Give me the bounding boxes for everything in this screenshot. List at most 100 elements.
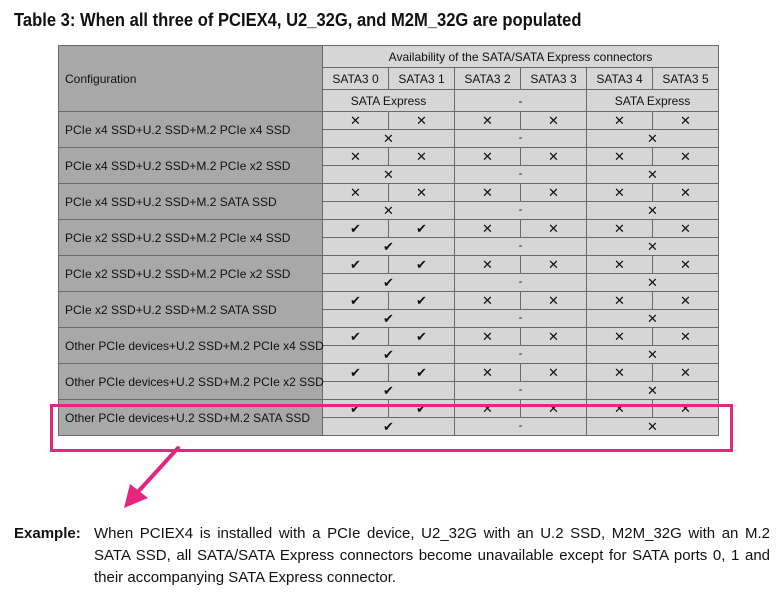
configuration-cell: PCIe x2 SSD+U.2 SSD+M.2 PCIe x2 SSD xyxy=(58,255,323,292)
express-availability-cell: ✕ xyxy=(322,129,455,148)
port-availability-cell: ✕ xyxy=(651,183,720,202)
port-availability-cell: ✕ xyxy=(454,363,521,382)
port-availability-cell: ✕ xyxy=(454,327,521,346)
port-availability-cell: ✕ xyxy=(454,183,521,202)
express-mark: - xyxy=(518,168,523,180)
port-availability-cell: ✕ xyxy=(322,183,389,202)
availability-mark: ✕ xyxy=(482,185,493,200)
port-header: SATA3 1 xyxy=(388,67,455,90)
express-mark: ✕ xyxy=(647,131,658,146)
configuration-header: Configuration xyxy=(58,45,323,112)
port-availability-cell: ✔ xyxy=(388,399,455,418)
express-availability-cell: ✔ xyxy=(322,237,455,256)
availability-mark: ✕ xyxy=(548,329,559,344)
availability-mark: ✕ xyxy=(416,113,427,128)
availability-mark: ✕ xyxy=(350,149,361,164)
port-availability-cell: ✔ xyxy=(322,399,389,418)
configuration-cell: Other PCIe devices+U.2 SSD+M.2 PCIe x2 S… xyxy=(58,363,324,400)
port-availability-cell: ✕ xyxy=(651,219,720,238)
port-availability-cell: ✕ xyxy=(586,111,653,130)
availability-mark: ✕ xyxy=(482,401,493,416)
configuration-cell: Other PCIe devices+U.2 SSD+M.2 PCIe x4 S… xyxy=(58,327,324,364)
port-availability-cell: ✕ xyxy=(586,399,653,418)
express-mark: - xyxy=(518,204,523,216)
express-availability-cell: ✕ xyxy=(585,237,720,256)
port-availability-cell: ✕ xyxy=(586,291,653,310)
express-availability-cell: ✔ xyxy=(322,309,455,328)
port-header: SATA3 0 xyxy=(322,67,389,90)
availability-mark: ✕ xyxy=(680,365,691,380)
express-mark: - xyxy=(518,420,523,432)
express-mark: - xyxy=(518,312,523,324)
express-availability-cell: ✕ xyxy=(585,417,720,436)
express-availability-cell: - xyxy=(454,273,587,292)
express-availability-cell: ✔ xyxy=(322,381,455,400)
express-mark: ✔ xyxy=(383,383,394,398)
port-availability-cell: ✕ xyxy=(586,219,653,238)
port-availability-cell: ✔ xyxy=(322,291,389,310)
port-availability-cell: ✕ xyxy=(454,255,521,274)
availability-mark: ✕ xyxy=(548,365,559,380)
express-availability-cell: - xyxy=(454,381,587,400)
port-availability-cell: ✕ xyxy=(520,219,587,238)
port-header: SATA3 2 xyxy=(454,67,521,90)
configuration-cell: PCIe x4 SSD+U.2 SSD+M.2 SATA SSD xyxy=(58,183,323,220)
express-availability-cell: - xyxy=(454,201,587,220)
availability-mark: ✔ xyxy=(416,401,427,416)
availability-mark: ✔ xyxy=(350,257,361,272)
availability-mark: ✕ xyxy=(482,293,493,308)
port-availability-cell: ✔ xyxy=(388,291,455,310)
express-availability-cell: - xyxy=(454,345,587,364)
port-availability-cell: ✕ xyxy=(388,111,455,130)
availability-mark: ✕ xyxy=(680,221,691,236)
port-availability-cell: ✕ xyxy=(651,363,720,382)
port-availability-cell: ✕ xyxy=(388,183,455,202)
availability-mark: ✕ xyxy=(350,113,361,128)
express-availability-cell: ✕ xyxy=(585,129,720,148)
port-availability-cell: ✕ xyxy=(454,399,521,418)
express-group-header: - xyxy=(454,89,587,112)
port-header: SATA3 3 xyxy=(520,67,587,90)
configuration-cell: PCIe x4 SSD+U.2 SSD+M.2 PCIe x2 SSD xyxy=(58,147,323,184)
express-mark: ✕ xyxy=(383,131,394,146)
express-availability-cell: - xyxy=(454,237,587,256)
express-availability-cell: ✔ xyxy=(322,417,455,436)
express-mark: ✕ xyxy=(647,167,658,182)
port-availability-cell: ✕ xyxy=(520,183,587,202)
port-availability-cell: ✕ xyxy=(454,219,521,238)
availability-mark: ✕ xyxy=(614,221,625,236)
express-mark: ✕ xyxy=(647,419,658,434)
express-mark: - xyxy=(518,348,523,360)
configuration-cell: PCIe x2 SSD+U.2 SSD+M.2 SATA SSD xyxy=(58,291,323,328)
availability-mark: ✔ xyxy=(416,365,427,380)
port-availability-cell: ✔ xyxy=(388,255,455,274)
express-mark: ✕ xyxy=(647,383,658,398)
availability-mark: ✕ xyxy=(614,401,625,416)
express-mark: ✕ xyxy=(383,167,394,182)
port-availability-cell: ✕ xyxy=(520,255,587,274)
example-label: Example: xyxy=(14,525,81,542)
port-header: SATA3 4 xyxy=(586,67,653,90)
express-mark: ✕ xyxy=(647,347,658,362)
port-availability-cell: ✔ xyxy=(322,219,389,238)
port-availability-cell: ✕ xyxy=(520,399,587,418)
port-availability-cell: ✕ xyxy=(454,291,521,310)
availability-mark: ✕ xyxy=(614,149,625,164)
availability-mark: ✕ xyxy=(680,185,691,200)
port-availability-cell: ✕ xyxy=(586,363,653,382)
port-header: SATA3 5 xyxy=(651,67,720,90)
sata-availability-table: Configuration Availability of the SATA/S… xyxy=(58,45,720,436)
port-availability-cell: ✕ xyxy=(586,147,653,166)
express-availability-cell: ✕ xyxy=(585,273,720,292)
express-availability-cell: ✕ xyxy=(585,165,720,184)
port-availability-cell: ✕ xyxy=(520,291,587,310)
express-availability-cell: ✕ xyxy=(322,165,455,184)
availability-mark: ✕ xyxy=(548,293,559,308)
table-title: Table 3: When all three of PCIEX4, U2_32… xyxy=(14,10,582,30)
port-availability-cell: ✕ xyxy=(322,111,389,130)
express-availability-cell: - xyxy=(454,165,587,184)
express-mark: ✔ xyxy=(383,347,394,362)
configuration-cell: Other PCIe devices+U.2 SSD+M.2 SATA SSD xyxy=(58,399,323,436)
port-availability-cell: ✕ xyxy=(388,147,455,166)
availability-mark: ✕ xyxy=(614,329,625,344)
